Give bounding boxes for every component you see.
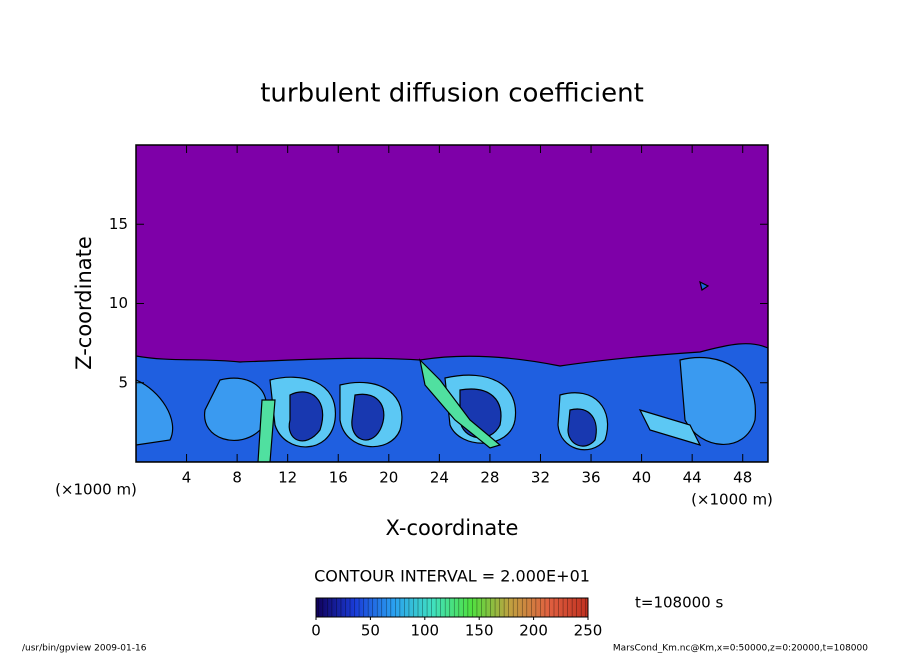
x-tick-label: 4 — [182, 469, 192, 487]
y-tick-label: 10 — [109, 294, 128, 312]
colorbar-tick-label: 250 — [574, 622, 603, 640]
footer-right: MarsCond_Km.nc@Km,x=0:50000,z=0:20000,t=… — [613, 644, 868, 654]
x-unit-label: (×1000 m) — [55, 481, 137, 499]
footer-left: /usr/bin/gpview 2009-01-16 — [22, 644, 147, 654]
y-axis-label: Z-coordinate — [72, 236, 96, 370]
colorbar-tick-label: 0 — [311, 622, 321, 640]
x-tick-label: 20 — [379, 469, 398, 487]
x-tick-label: 24 — [430, 469, 449, 487]
x-tick-label: 48 — [733, 469, 752, 487]
x-axis-label: X-coordinate — [386, 516, 519, 540]
x-tick-label: 36 — [581, 469, 600, 487]
x-tick-label: 8 — [232, 469, 242, 487]
turbulent-layer — [136, 280, 768, 462]
time-label: t=108000 s — [635, 594, 723, 612]
x-tick-label: 12 — [278, 469, 297, 487]
colorbar-tick-label: 200 — [519, 622, 548, 640]
y-tick-label: 15 — [109, 215, 128, 233]
x-tick-label: 40 — [632, 469, 651, 487]
x-tick-label: 32 — [531, 469, 550, 487]
colorbar-tick-label: 150 — [465, 622, 494, 640]
colorbar-tick-label: 100 — [410, 622, 439, 640]
x-tick-label: 28 — [480, 469, 499, 487]
contour-interval: CONTOUR INTERVAL = 2.000E+01 — [314, 567, 590, 586]
colorbar-tick-label: 50 — [361, 622, 380, 640]
chart-title: turbulent diffusion coefficient — [260, 79, 644, 109]
y-tick-label: 5 — [118, 373, 128, 391]
x-unit-label: (×1000 m) — [691, 491, 773, 509]
x-tick-label: 44 — [683, 469, 702, 487]
x-tick-label: 16 — [329, 469, 348, 487]
colorbar — [315, 597, 589, 618]
